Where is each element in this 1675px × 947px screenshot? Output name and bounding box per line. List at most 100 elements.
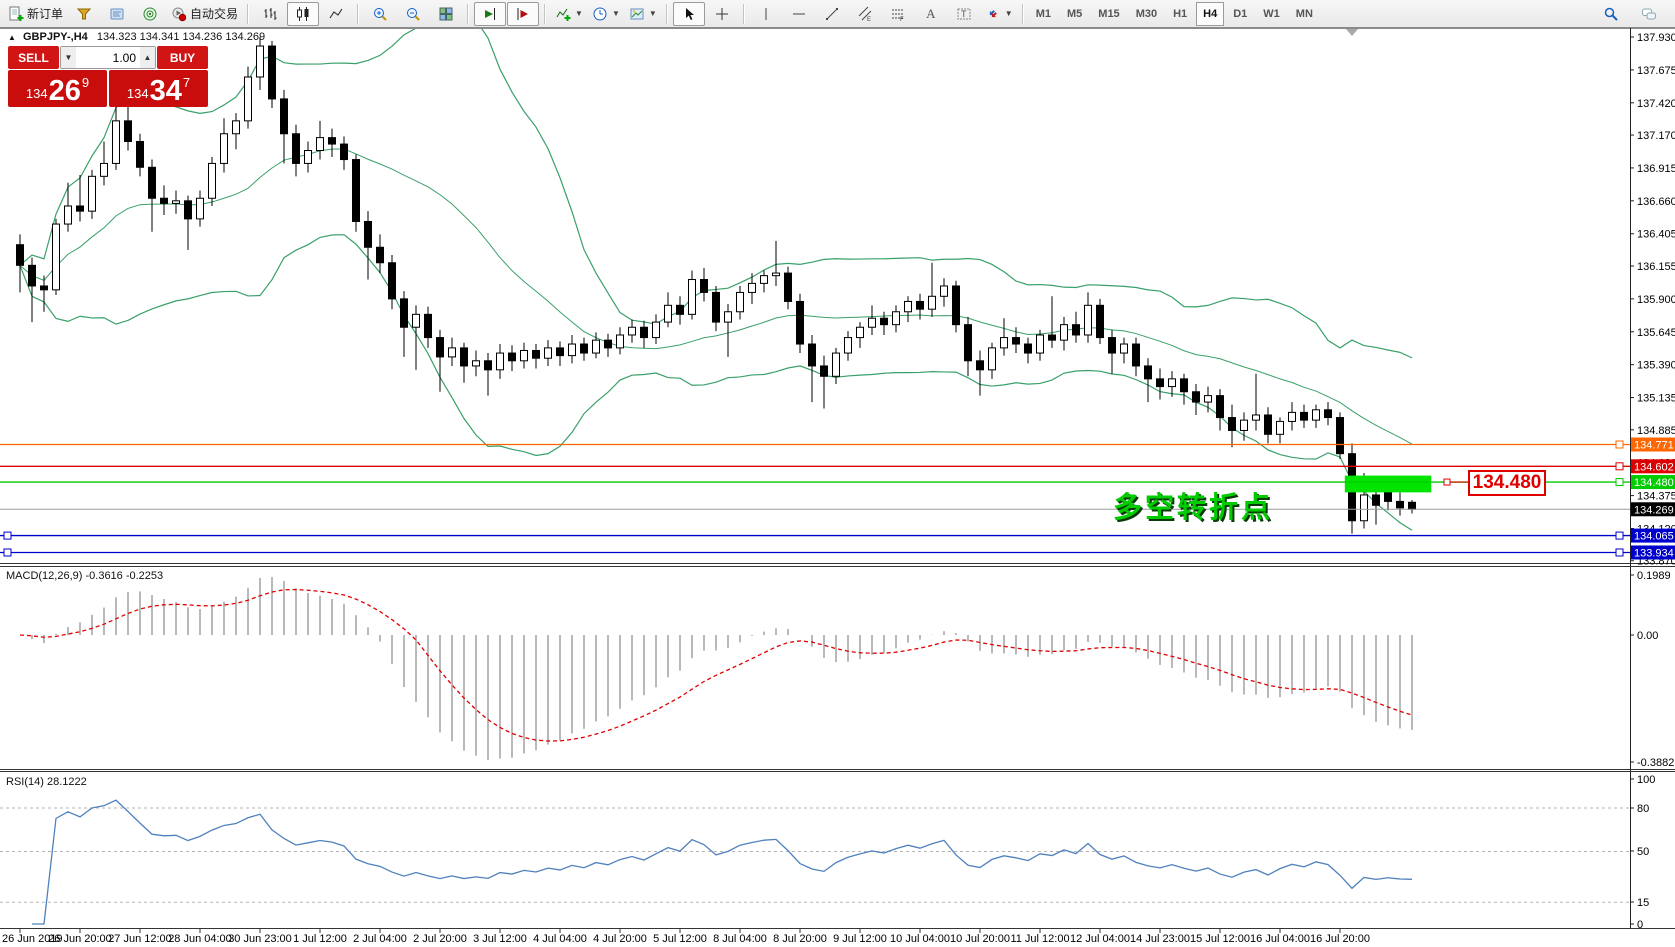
indicators-button[interactable]: ▼ [551, 2, 587, 26]
signals-button[interactable] [134, 2, 166, 26]
metaeditor-button[interactable] [101, 2, 133, 26]
radar-icon [143, 7, 157, 20]
svg-text:134.065: 134.065 [1634, 531, 1674, 543]
svg-text:0: 0 [1637, 919, 1643, 931]
text-tool-icon: A [926, 5, 936, 21]
line-chart-button[interactable] [320, 2, 352, 26]
line-chart-icon [329, 8, 343, 18]
text-label-button[interactable]: T [948, 2, 980, 26]
templates-button[interactable]: ▼ [625, 2, 661, 26]
tab-period-m15[interactable]: M15 [1098, 7, 1120, 20]
candlestick-chart-button[interactable] [287, 1, 320, 26]
zoom-out-button[interactable] [397, 2, 429, 26]
symbol-name: GBPJPY-,H4 [22, 31, 88, 43]
volume-control: ▼ ▲ [60, 46, 156, 69]
svg-text:27 Jun 12:00: 27 Jun 12:00 [108, 933, 172, 945]
svg-text:134.602: 134.602 [1634, 461, 1674, 473]
cursor-button[interactable] [672, 1, 705, 26]
svg-text:30 Jun 23:00: 30 Jun 23:00 [228, 933, 292, 945]
rsi-label: RSI(14) 28.1222 [6, 776, 87, 788]
clock-icon [593, 7, 607, 20]
svg-text:137.930: 137.930 [1637, 32, 1675, 44]
volume-decrease-button[interactable]: ▼ [61, 47, 76, 68]
timeframe-group: M1 M5 M15 M30 H1 H4 D1 W1 MN [1029, 1, 1320, 26]
svg-text:135.390: 135.390 [1637, 360, 1675, 372]
svg-text:100: 100 [1637, 774, 1655, 786]
svg-text:F: F [900, 17, 904, 22]
bar-chart-button[interactable] [254, 2, 286, 26]
auto-scroll-button[interactable] [474, 1, 507, 26]
zoom-in-button[interactable] [364, 2, 396, 26]
bar-chart-icon [264, 7, 277, 20]
autotrading-button[interactable]: 自动交易 [167, 2, 242, 26]
fibonacci-icon: F [891, 9, 904, 22]
svg-text:3 Jul 12:00: 3 Jul 12:00 [473, 933, 527, 945]
sell-button[interactable]: SELL [8, 46, 59, 69]
svg-text:134.480: 134.480 [1634, 477, 1674, 489]
crosshair-button[interactable] [706, 2, 738, 26]
svg-text:136.915: 136.915 [1637, 163, 1675, 175]
svg-text:80: 80 [1637, 803, 1649, 815]
trendline-button[interactable] [816, 2, 848, 26]
svg-text:12 Jul 04:00: 12 Jul 04:00 [1070, 933, 1130, 945]
text-button[interactable]: A [915, 2, 947, 26]
tab-period-w1[interactable]: W1 [1263, 7, 1280, 20]
svg-text:26 Jun 2019: 26 Jun 2019 [2, 933, 63, 945]
svg-text:135.645: 135.645 [1637, 327, 1675, 339]
svg-text:137.675: 137.675 [1637, 65, 1675, 77]
svg-text:133.934: 133.934 [1634, 547, 1674, 559]
svg-text:10 Jul 04:00: 10 Jul 04:00 [890, 933, 950, 945]
svg-text:135.135: 135.135 [1637, 393, 1675, 405]
tab-period-m1[interactable]: M1 [1035, 7, 1051, 20]
tab-period-h1[interactable]: H1 [1173, 7, 1188, 20]
sell-price-display[interactable]: 134 26 9 [8, 70, 107, 107]
chevron-down-icon: ▼ [648, 9, 657, 18]
toolbar-separator [467, 3, 470, 24]
fibonacci-button[interactable]: F [882, 2, 914, 26]
svg-text:T: T [961, 9, 967, 19]
volume-input[interactable] [76, 47, 140, 68]
tab-period-mn[interactable]: MN [1295, 7, 1313, 20]
new-order-label: 新订单 [27, 7, 64, 21]
svg-text:26 Jun 20:00: 26 Jun 20:00 [48, 933, 112, 945]
new-order-button[interactable]: 新订单 [4, 2, 67, 26]
search-button[interactable] [1595, 2, 1627, 26]
trendline-icon [825, 7, 838, 20]
svg-text:134.771: 134.771 [1634, 440, 1674, 452]
periods-button[interactable]: ▼ [588, 2, 624, 26]
svg-text:11 Jul 12:00: 11 Jul 12:00 [1010, 933, 1069, 945]
chat-button[interactable] [1633, 2, 1665, 26]
macd-label: MACD(12,26,9) -0.3616 -0.2253 [6, 570, 164, 582]
tab-period-h4[interactable]: H4 [1196, 1, 1225, 26]
svg-text:135.900: 135.900 [1637, 294, 1675, 306]
vertical-line-button[interactable] [750, 2, 782, 26]
buy-price-display[interactable]: 134 34 7 [109, 70, 208, 107]
tab-period-m30[interactable]: M30 [1135, 7, 1158, 20]
autotrading-icon [172, 7, 187, 21]
price-callout-label[interactable]: 134.480 [1468, 470, 1546, 496]
tab-period-d1[interactable]: D1 [1233, 7, 1248, 20]
tile-windows-button[interactable] [430, 2, 462, 26]
toolbar-separator [247, 3, 250, 24]
chevron-down-icon: ▼ [611, 9, 620, 18]
horizontal-line-button[interactable] [783, 2, 815, 26]
svg-text:2 Jul 04:00: 2 Jul 04:00 [353, 933, 407, 945]
style-button[interactable] [68, 2, 100, 26]
candlestick-chart-icon [297, 6, 309, 21]
arrows-button[interactable]: ▼ [981, 2, 1017, 26]
auto-scroll-icon [485, 7, 496, 20]
buy-button[interactable]: BUY [157, 46, 208, 69]
equidistant-channel-button[interactable]: E [849, 2, 881, 26]
volume-increase-button[interactable]: ▲ [140, 47, 155, 68]
buy-price-pip: 7 [182, 75, 191, 90]
svg-text:134.885: 134.885 [1637, 425, 1675, 437]
chat-icon [1642, 8, 1656, 19]
svg-text:E: E [867, 17, 871, 22]
templates-icon [630, 8, 644, 19]
search-icon [1604, 7, 1618, 21]
tab-period-m5[interactable]: M5 [1067, 7, 1083, 20]
svg-text:28 Jun 04:00: 28 Jun 04:00 [168, 933, 232, 945]
chart-shift-button[interactable] [507, 1, 540, 26]
sell-price-big: 26 [48, 75, 81, 107]
